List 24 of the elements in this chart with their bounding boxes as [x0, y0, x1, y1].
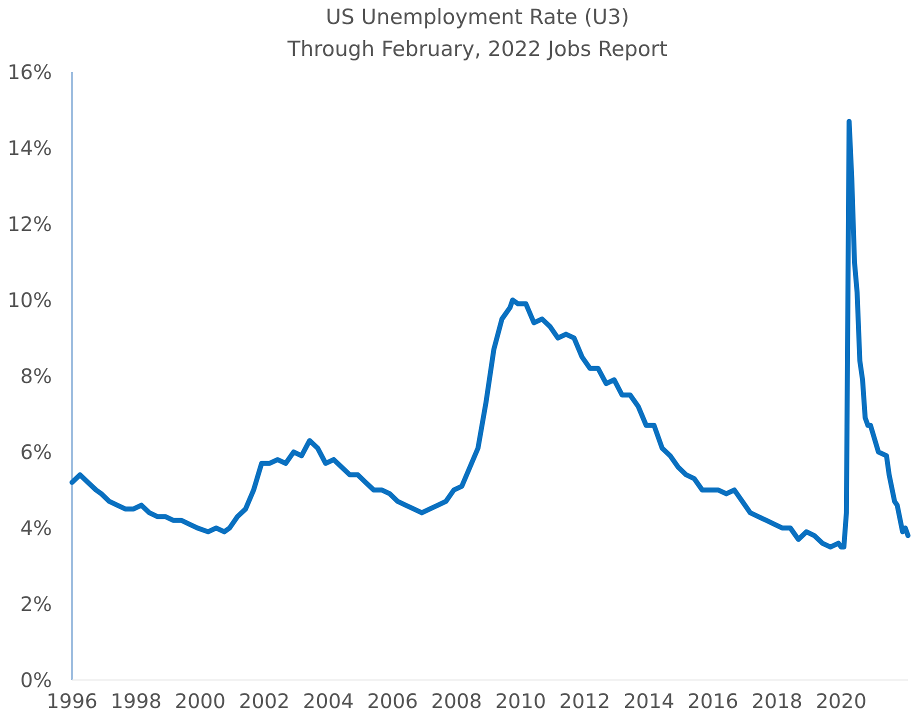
y-tick-label: 2%: [20, 592, 52, 616]
x-tick-label: 2020: [816, 689, 867, 713]
x-tick-label: 2000: [174, 689, 226, 713]
y-tick-label: 6%: [20, 440, 52, 464]
chart-subtitle: Through February, 2022 Jobs Report: [286, 37, 668, 61]
x-tick-label: 2016: [688, 689, 738, 713]
y-tick-label: 0%: [20, 668, 52, 692]
x-tick-label: 2012: [559, 689, 610, 713]
x-tick-label: 2018: [752, 689, 803, 713]
x-tick-label: 1996: [46, 689, 98, 713]
x-tick-label: 2014: [623, 689, 674, 713]
y-tick-label: 10%: [8, 288, 52, 312]
y-tick-label: 14%: [8, 136, 52, 160]
x-tick-label: 2008: [431, 689, 482, 713]
y-tick-label: 12%: [8, 212, 52, 236]
x-tick-label: 2006: [367, 689, 418, 713]
x-tick-label: 2010: [495, 689, 546, 713]
x-tick-label: 1998: [110, 689, 162, 713]
x-tick-label: 2004: [302, 689, 354, 713]
x-tick-label: 2002: [238, 689, 290, 713]
y-tick-label: 8%: [20, 364, 52, 388]
chart-title: US Unemployment Rate (U3): [326, 5, 630, 29]
y-tick-label: 4%: [20, 516, 52, 540]
y-tick-label: 16%: [8, 60, 52, 84]
